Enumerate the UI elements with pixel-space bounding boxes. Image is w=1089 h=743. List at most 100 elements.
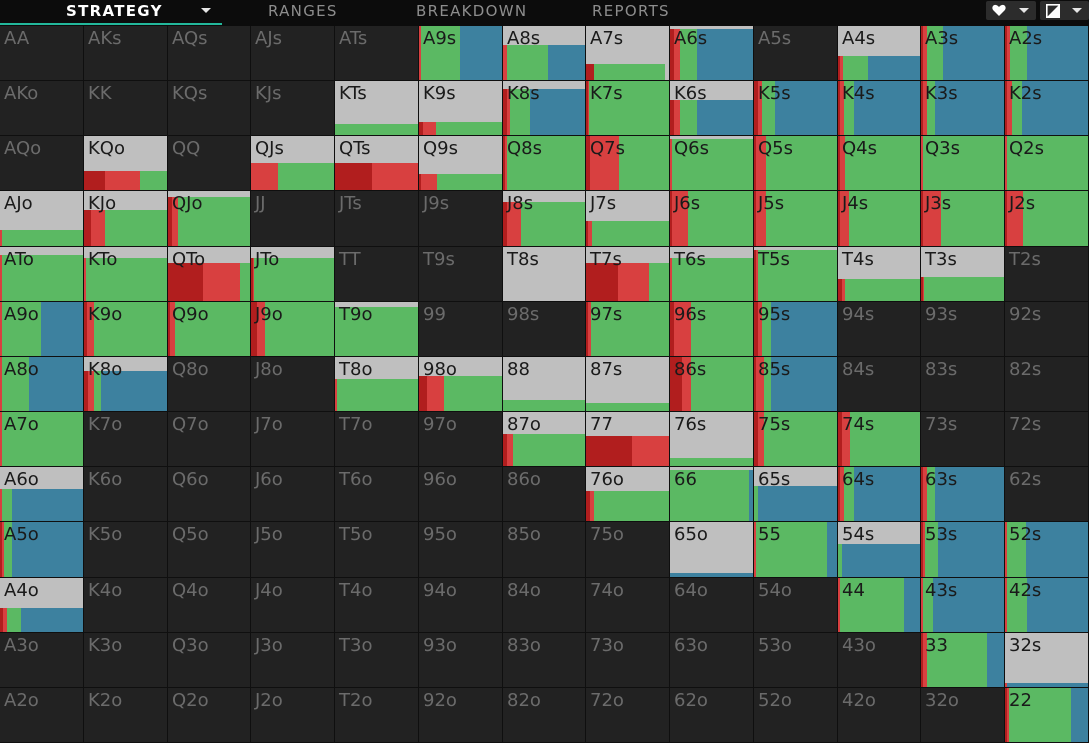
- hand-cell[interactable]: T3o: [335, 633, 419, 688]
- hand-cell[interactable]: 33: [921, 633, 1005, 688]
- favorites-button[interactable]: [986, 1, 1036, 20]
- hand-cell[interactable]: KJs: [251, 81, 335, 136]
- hand-cell[interactable]: 82s: [1005, 357, 1089, 412]
- hand-cell[interactable]: AQo: [0, 136, 84, 191]
- hand-cell[interactable]: T2o: [335, 688, 419, 743]
- hand-cell[interactable]: Q7o: [168, 412, 251, 467]
- hand-cell[interactable]: 96o: [419, 467, 503, 522]
- hand-cell[interactable]: K5o: [84, 522, 168, 578]
- hand-cell[interactable]: 84s: [838, 357, 921, 412]
- hand-cell[interactable]: T2s: [1005, 247, 1089, 302]
- hand-cell[interactable]: 55: [754, 522, 838, 578]
- hand-cell[interactable]: KTo: [84, 247, 168, 302]
- hand-cell[interactable]: 94o: [419, 578, 503, 633]
- hand-cell[interactable]: 92o: [419, 688, 503, 743]
- hand-cell[interactable]: Q7s: [586, 136, 670, 191]
- hand-cell[interactable]: 94s: [838, 302, 921, 357]
- hand-cell[interactable]: K7o: [84, 412, 168, 467]
- hand-cell[interactable]: 93o: [419, 633, 503, 688]
- hand-cell[interactable]: KK: [84, 81, 168, 136]
- hand-cell[interactable]: ATo: [0, 247, 84, 302]
- hand-cell[interactable]: K6o: [84, 467, 168, 522]
- hand-cell[interactable]: 77: [586, 412, 670, 467]
- hand-cell[interactable]: J8o: [251, 357, 335, 412]
- hand-cell[interactable]: 82o: [503, 688, 586, 743]
- hand-cell[interactable]: T8s: [503, 247, 586, 302]
- hand-cell[interactable]: KTs: [335, 81, 419, 136]
- hand-cell[interactable]: J7o: [251, 412, 335, 467]
- hand-cell[interactable]: T7o: [335, 412, 419, 467]
- hand-cell[interactable]: 65o: [670, 522, 754, 578]
- hand-cell[interactable]: QTo: [168, 247, 251, 302]
- hand-cell[interactable]: T5o: [335, 522, 419, 578]
- hand-cell[interactable]: Q4s: [838, 136, 921, 191]
- hand-cell[interactable]: 64s: [838, 467, 921, 522]
- hand-cell[interactable]: J2o: [251, 688, 335, 743]
- hand-cell[interactable]: 53o: [754, 633, 838, 688]
- hand-cell[interactable]: 74s: [838, 412, 921, 467]
- hand-cell[interactable]: JJ: [251, 191, 335, 247]
- hand-cell[interactable]: QQ: [168, 136, 251, 191]
- hand-cell[interactable]: T6s: [670, 247, 754, 302]
- hand-cell[interactable]: T4s: [838, 247, 921, 302]
- hand-cell[interactable]: 42s: [1005, 578, 1089, 633]
- hand-cell[interactable]: 96s: [670, 302, 754, 357]
- hand-cell[interactable]: 43s: [921, 578, 1005, 633]
- hand-cell[interactable]: Q5s: [754, 136, 838, 191]
- hand-cell[interactable]: AA: [0, 26, 84, 81]
- hand-cell[interactable]: KJo: [84, 191, 168, 247]
- hand-cell[interactable]: T5s: [754, 247, 838, 302]
- hand-cell[interactable]: T3s: [921, 247, 1005, 302]
- hand-cell[interactable]: 85o: [503, 522, 586, 578]
- hand-cell[interactable]: JTs: [335, 191, 419, 247]
- hand-cell[interactable]: K9s: [419, 81, 503, 136]
- hand-cell[interactable]: 54s: [838, 522, 921, 578]
- hand-cell[interactable]: 76s: [670, 412, 754, 467]
- hand-cell[interactable]: A5s: [754, 26, 838, 81]
- hand-cell[interactable]: A4s: [838, 26, 921, 81]
- hand-cell[interactable]: AJo: [0, 191, 84, 247]
- hand-cell[interactable]: T9s: [419, 247, 503, 302]
- hand-cell[interactable]: 72o: [586, 688, 670, 743]
- hand-cell[interactable]: 73s: [921, 412, 1005, 467]
- hand-cell[interactable]: J2s: [1005, 191, 1089, 247]
- hand-cell[interactable]: 72s: [1005, 412, 1089, 467]
- hand-cell[interactable]: 75s: [754, 412, 838, 467]
- hand-cell[interactable]: QJs: [251, 136, 335, 191]
- hand-cell[interactable]: 63o: [670, 633, 754, 688]
- hand-cell[interactable]: 63s: [921, 467, 1005, 522]
- hand-cell[interactable]: Q9s: [419, 136, 503, 191]
- hand-cell[interactable]: 73o: [586, 633, 670, 688]
- hand-cell[interactable]: 42o: [838, 688, 921, 743]
- hand-cell[interactable]: K3s: [921, 81, 1005, 136]
- hand-cell[interactable]: 95o: [419, 522, 503, 578]
- hand-cell[interactable]: Q3o: [168, 633, 251, 688]
- hand-cell[interactable]: TT: [335, 247, 419, 302]
- hand-cell[interactable]: 52s: [1005, 522, 1089, 578]
- hand-cell[interactable]: K8s: [503, 81, 586, 136]
- hand-cell[interactable]: T8o: [335, 357, 419, 412]
- strategy-dropdown-chevron-icon[interactable]: [201, 8, 211, 13]
- hand-cell[interactable]: A9o: [0, 302, 84, 357]
- hand-cell[interactable]: 97o: [419, 412, 503, 467]
- tab-breakdown[interactable]: BREAKDOWN: [416, 2, 528, 20]
- hand-cell[interactable]: A6s: [670, 26, 754, 81]
- hand-cell[interactable]: KQs: [168, 81, 251, 136]
- hand-cell[interactable]: 87o: [503, 412, 586, 467]
- tab-ranges[interactable]: RANGES: [268, 2, 338, 20]
- hand-cell[interactable]: AQs: [168, 26, 251, 81]
- hand-cell[interactable]: 43o: [838, 633, 921, 688]
- hand-cell[interactable]: 22: [1005, 688, 1089, 743]
- hand-cell[interactable]: K6s: [670, 81, 754, 136]
- hand-cell[interactable]: 65s: [754, 467, 838, 522]
- hand-cell[interactable]: A7s: [586, 26, 670, 81]
- hand-cell[interactable]: KQo: [84, 136, 168, 191]
- hand-cell[interactable]: 98s: [503, 302, 586, 357]
- hand-cell[interactable]: A8s: [503, 26, 586, 81]
- hand-cell[interactable]: 85s: [754, 357, 838, 412]
- hand-cell[interactable]: 64o: [670, 578, 754, 633]
- hand-cell[interactable]: 88: [503, 357, 586, 412]
- hand-cell[interactable]: J9s: [419, 191, 503, 247]
- tab-strategy[interactable]: STRATEGY: [66, 2, 163, 20]
- hand-cell[interactable]: 97s: [586, 302, 670, 357]
